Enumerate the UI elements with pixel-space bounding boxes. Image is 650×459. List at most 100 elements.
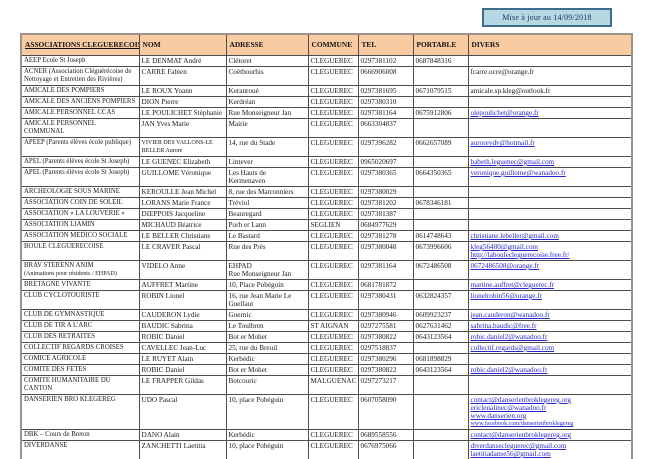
tel-label: 0607058090 — [360, 396, 397, 404]
email-link[interactable]: 0672486508@orange.fr — [470, 262, 540, 270]
nom-cell: LE POULICHET Stéphanie — [138, 107, 227, 119]
email-link[interactable]: jean.cauderon@wanadoo.fr — [470, 311, 550, 319]
tel-label: 0297275581 — [360, 322, 397, 330]
tel-label: 0681781872 — [360, 281, 397, 289]
portable-label: 0678346181 — [415, 199, 452, 207]
portable-label: 0671079515 — [415, 87, 452, 95]
tel-cell: 0297380946 — [357, 309, 414, 321]
table-row: COLLECTIF REGARDS CROISES CAVELLEC Jean-L… — [20, 342, 633, 354]
nom-cell: GUILLOME Véronique — [138, 167, 227, 187]
email-link[interactable]: diverdansecleguerec@gmail.com — [470, 442, 567, 450]
nom-label: ROBIC Daniel — [141, 366, 185, 374]
association-cell: BRAV STERENN ANIM (Animations pour réside… — [20, 260, 140, 280]
association-cell: APEL (Parents élèves école St Joseph) — [20, 156, 140, 168]
portable-label: 0681898829 — [415, 355, 452, 363]
tel-label: 0676975066 — [360, 442, 397, 450]
tel-label: 0684977629 — [360, 221, 397, 229]
email-link[interactable]: robic.daniel2@wanadoo.fr — [470, 366, 548, 374]
association-label: ACNER (Association Cléguérécoise de Nett… — [24, 68, 132, 83]
tel-cell: 0666906008 — [357, 66, 414, 86]
url-link[interactable]: www.facebook.com/danserienbroklegereg — [470, 421, 574, 427]
email-link[interactable]: kleg56480@gmail.com — [470, 243, 539, 251]
divers-line: www.danserien.org — [471, 412, 630, 420]
commune-cell: CLEGUEREC — [307, 208, 359, 220]
adresse-cell: Guernic — [225, 309, 309, 321]
adresse-label: Kerdréan — [228, 98, 256, 106]
association-cell: ARCHEOLOGIE SOUS MARINE — [20, 186, 140, 198]
email-link[interactable]: laetitiadanse56@gmail.com — [470, 450, 551, 458]
email-link[interactable]: sabrina.baudic@free.fr — [470, 322, 537, 330]
adresse-label: Keranroué — [228, 87, 259, 95]
email-link[interactable]: collectif.regards@gmail.com — [470, 344, 555, 352]
portable-label: 0687848316 — [415, 57, 452, 65]
divers-line: http://laboulecleguerecoise.free.fr/ — [471, 251, 630, 259]
column-header-tel: TEL — [357, 33, 414, 56]
portable-cell: 0643123564 — [412, 364, 469, 376]
association-label: COMITE HUMANITAIRE DU CANTON — [24, 377, 111, 392]
email-link[interactable]: contact@danserienbroklegereg.org — [470, 431, 571, 439]
tel-cell: 0297381387 — [357, 208, 414, 220]
association-cell: DBK – Cours de Breton — [20, 429, 140, 441]
email-link[interactable]: martine.auffret@cleguerec.fr — [470, 281, 555, 289]
commune-label: CLEGUEREC — [310, 169, 353, 177]
commune-cell: CLEGUEREC — [307, 197, 359, 209]
association-label: BRAV STERENN ANIM — [24, 262, 94, 269]
table-row: APEL (Parents élèves école St Joseph) LE … — [20, 156, 633, 168]
tel-label: 0297381202 — [360, 199, 397, 207]
email-link[interactable]: lionelrobin56@orange.fr — [470, 292, 543, 300]
table-row: DBK – Cours de Breton DANO Alain Kerbédic C… — [20, 429, 633, 441]
email-link[interactable]: robic.daniel2@wanadoo.fr — [470, 333, 548, 341]
email-link[interactable]: veronique.guillome@wanadoo.fr — [470, 169, 566, 177]
email-link[interactable]: olepoulichet@orange.fr — [470, 109, 539, 117]
email-link[interactable]: contact@danserienbroklegereg.org — [470, 396, 571, 404]
email-link[interactable]: babeth.leguenec@gmail.com — [470, 158, 555, 166]
email-link[interactable]: christiane.lebeller@gmail.com — [470, 232, 559, 240]
adresse-label: Les Hauts de Kermenaven — [228, 169, 267, 185]
nom-cell: CAUDERON Lydie — [138, 309, 227, 321]
url-link[interactable]: http://laboulecleguerecoise.free.fr/ — [470, 251, 570, 259]
url-link[interactable]: www.danserien.org — [470, 412, 527, 420]
table-row: AMICALE DES POMPIERS LE ROUX Yoann Keranro… — [20, 85, 633, 97]
portable-cell — [412, 208, 469, 220]
portable-cell: 0672486508 — [412, 260, 469, 280]
tel-label: 0297381102 — [360, 57, 397, 65]
adresse-cell: 16, rue Jean Marie Le Guellaut — [225, 290, 309, 310]
association-cell: COMITE DES FETES — [20, 364, 140, 376]
commune-cell: MALGUENAC — [307, 375, 359, 395]
divers-cell: contact@danserienbroklegereg.org — [467, 429, 633, 441]
commune-label: CLEGUEREC — [310, 188, 353, 196]
commune-cell: CLEGUEREC — [307, 429, 359, 441]
adresse-label: Rue Monseigneur Jan — [228, 109, 292, 117]
email-link[interactable]: ericlenalinec@wanadoo.fr — [470, 404, 547, 412]
association-label: DANSERIEN BRO KLEGEREG — [24, 396, 116, 403]
adresse-cell: Le Toulbren — [225, 320, 309, 332]
association-label: CLUB DE TIR A L'ARC — [24, 322, 93, 329]
commune-label: CLEGUEREC — [310, 68, 353, 76]
tel-cell: 0965020697 — [357, 156, 414, 168]
association-label: BOULE CLEGUERECOISE — [24, 243, 104, 250]
tel-label: 0297381164 — [360, 109, 397, 117]
adresse-cell: EHPAD Rue Monseigneur Jan — [225, 260, 309, 280]
association-cell: ASSOCIATION « LA LOUVERIE » — [20, 208, 140, 220]
association-label: CLUB CYCLOTOURISTE — [24, 292, 100, 299]
commune-label: SEGLIEN — [310, 221, 341, 229]
adresse-cell: Beauregard — [225, 208, 309, 220]
divers-cell: veronique.guillome@wanadoo.fr — [467, 167, 633, 187]
tel-cell: 0676975066 — [357, 440, 414, 459]
adresse-cell: Kerbédic — [225, 429, 309, 441]
portable-cell — [412, 342, 469, 354]
commune-label: CLEGUEREC — [310, 139, 353, 147]
nom-cell: DANO Alain — [138, 429, 227, 441]
column-header-label: ASSOCIATIONS CLEGUERECOISES — [25, 40, 139, 49]
tel-label: 0689558556 — [360, 431, 397, 439]
association-label: ASSOCIATION LIAMIN — [24, 221, 95, 228]
nom-cell: VIVIER DES VALLONS-LE BELLER Aurore — [138, 137, 227, 157]
table-row: ASSOCIATION LIAMIN MICHAUD Béatrice Porh e… — [20, 219, 633, 231]
tel-label: 0297380310 — [360, 98, 397, 106]
association-cell: COMITE HUMANITAIRE DU CANTON — [20, 375, 140, 395]
tel-label: 0297381164 — [360, 262, 397, 270]
adresse-label: Coëtbourhis — [228, 68, 264, 76]
divers-cell: fcarre.ocre@orange.fr — [467, 66, 633, 86]
adresse-label: Le Toulbren — [228, 322, 264, 330]
email-link[interactable]: aurorevdv@hotmail.fr — [470, 139, 535, 147]
